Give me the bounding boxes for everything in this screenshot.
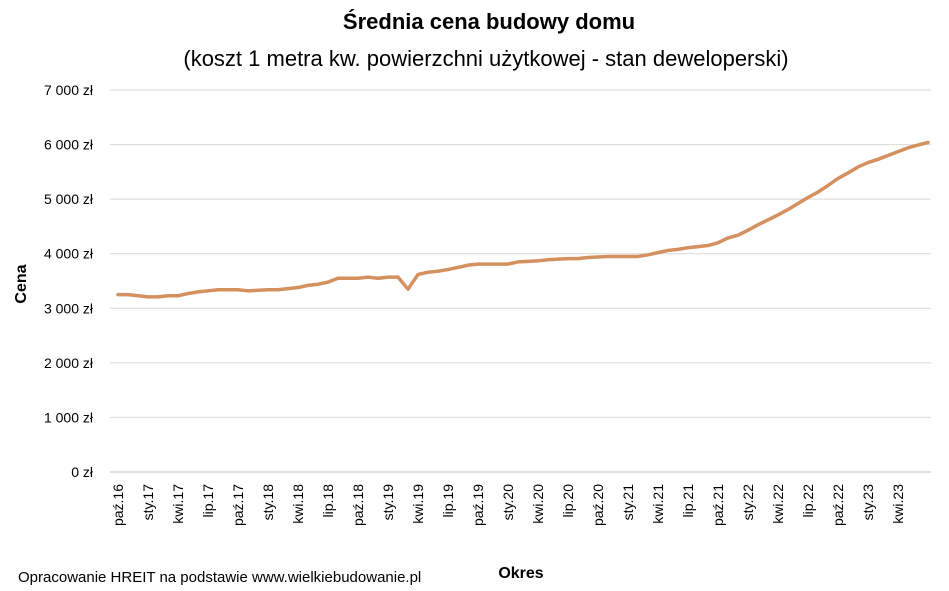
x-tick-label: kwi.17	[170, 484, 186, 524]
x-tick-label: sty.21	[620, 484, 636, 521]
gridlines	[110, 89, 931, 418]
x-axis-title: Okres	[498, 565, 543, 582]
x-tick-label: sty.22	[740, 484, 756, 521]
x-tick-label: paź.19	[470, 484, 486, 526]
x-tick-label: kwi.18	[290, 484, 306, 524]
y-tick-label: 4 000 zł	[44, 246, 94, 262]
y-axis-title: Cena	[13, 264, 30, 303]
x-tick-label: kwi.20	[530, 484, 546, 524]
x-tick-label: lip.19	[440, 484, 456, 518]
x-tick-label: sty.19	[380, 484, 396, 521]
x-tick-label: paź.17	[230, 484, 246, 526]
source-note: Opracowanie HREIT na podstawie www.wielk…	[18, 569, 421, 586]
x-tick-label: paź.21	[710, 484, 726, 526]
x-tick-label: lip.17	[200, 484, 216, 518]
x-tick-label: lip.18	[320, 484, 336, 518]
x-tick-label: paź.18	[350, 484, 366, 526]
y-tick-label: 0 zł	[71, 464, 94, 480]
x-tick-label: lip.21	[680, 484, 696, 518]
x-tick-label: sty.23	[860, 484, 876, 521]
x-tick-label: paź.20	[590, 484, 606, 526]
y-tick-label: 1 000 zł	[44, 409, 94, 425]
x-tick-label: paź.16	[110, 484, 126, 526]
series-line	[116, 140, 930, 299]
x-tick-label: kwi.23	[890, 484, 906, 524]
y-tick-label: 7 000 zł	[44, 82, 94, 98]
y-tick-label: 2 000 zł	[44, 355, 94, 371]
x-tick-label: kwi.21	[650, 484, 666, 524]
y-tick-label: 3 000 zł	[44, 300, 94, 316]
x-tick-label: sty.20	[500, 484, 516, 521]
y-tick-label: 6 000 zł	[44, 137, 94, 153]
x-axis-ticks: paź.16 sty.17 kwi.17 lip.17 paź.17 sty.18 kwi.…	[110, 484, 906, 526]
y-axis-ticks: 0 zł 1 000 zł 2 000 zł 3 000 zł 4 000 zł 5 00…	[44, 82, 94, 480]
y-tick-label: 5 000 zł	[44, 191, 94, 207]
chart-title: Średnia cena budowy domu	[343, 9, 635, 34]
x-tick-label: paź.22	[830, 484, 846, 526]
x-tick-label: lip.22	[800, 484, 816, 518]
x-tick-label: kwi.22	[770, 484, 786, 524]
x-tick-label: sty.18	[260, 484, 276, 521]
x-tick-label: lip.20	[560, 484, 576, 518]
x-tick-label: sty.17	[140, 484, 156, 521]
x-tick-label: kwi.19	[410, 484, 426, 524]
chart-subtitle: (koszt 1 metra kw. powierzchni użytkowej…	[183, 46, 788, 71]
